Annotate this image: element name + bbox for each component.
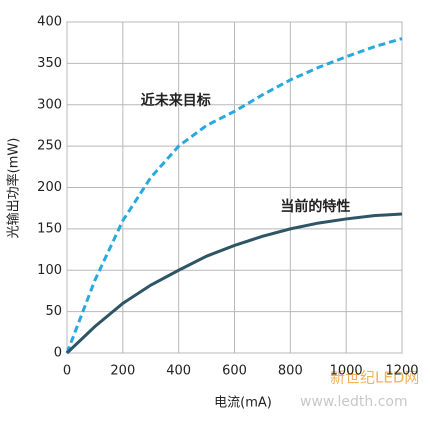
x-tick-label: 400 bbox=[166, 364, 191, 379]
y-tick-label: 100 bbox=[37, 263, 62, 278]
y-tick-label: 250 bbox=[37, 139, 62, 154]
x-tick-label: 0 bbox=[63, 364, 71, 379]
x-tick-label: 200 bbox=[110, 364, 135, 379]
y-tick-label: 300 bbox=[37, 97, 62, 112]
series-annotation: 当前的特性 bbox=[280, 198, 350, 215]
x-tick-label: 1200 bbox=[385, 364, 418, 379]
watermark: www.ledth.com bbox=[300, 394, 408, 410]
y-axis-label: 光输出功率(mW) bbox=[6, 138, 22, 239]
watermark: 新世纪LED网 bbox=[330, 369, 419, 387]
x-axis-label: 电流(mA) bbox=[214, 396, 272, 411]
y-tick-label: 50 bbox=[45, 304, 62, 319]
y-tick-label: 400 bbox=[37, 15, 62, 30]
series-annotation: 近未来目标 bbox=[141, 92, 211, 109]
x-tick-label: 800 bbox=[278, 364, 303, 379]
x-tick-label: 600 bbox=[222, 364, 247, 379]
series-line bbox=[65, 212, 403, 355]
series-line bbox=[65, 37, 403, 354]
y-tick-label: 150 bbox=[37, 221, 62, 236]
y-tick-label: 0 bbox=[54, 346, 62, 361]
x-tick-label: 1000 bbox=[330, 364, 363, 379]
y-tick-label: 200 bbox=[37, 180, 62, 195]
y-tick-label: 350 bbox=[37, 56, 62, 71]
